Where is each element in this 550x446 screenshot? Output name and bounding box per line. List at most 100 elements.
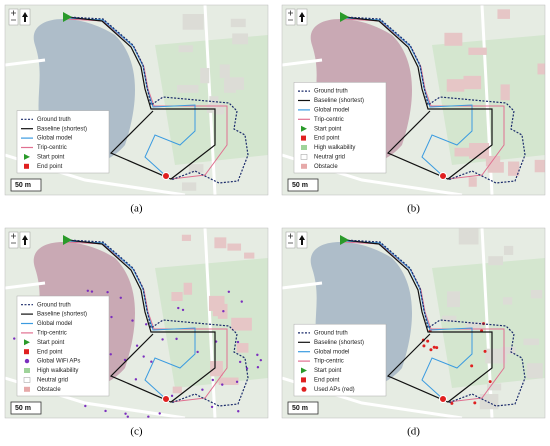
wifi-ap xyxy=(161,338,164,341)
building xyxy=(446,79,465,92)
building xyxy=(171,292,183,301)
zoom-icons xyxy=(11,233,16,244)
used-ap xyxy=(473,401,477,405)
wifi-ap xyxy=(211,378,215,382)
wifi-ap xyxy=(126,415,129,418)
legend-label: Global model xyxy=(37,321,72,327)
legend-label: Baseline (shortest) xyxy=(314,98,364,104)
map xyxy=(282,228,545,418)
panel-border xyxy=(4,227,269,419)
building xyxy=(218,377,239,385)
legend-label: Trip-centric xyxy=(314,359,344,365)
wifi-ap xyxy=(142,355,145,358)
zoom-control[interactable] xyxy=(8,8,19,26)
building xyxy=(210,360,223,377)
legend-label: Global model xyxy=(314,349,349,355)
legend-label: Ground truth xyxy=(314,89,348,95)
building xyxy=(486,383,502,391)
end-marker xyxy=(439,172,447,180)
wifi-ap xyxy=(256,353,259,357)
north-arrow xyxy=(22,235,28,245)
legend-swatch xyxy=(301,377,306,383)
legend-swatch xyxy=(301,367,307,374)
legend-label: Start point xyxy=(314,126,342,132)
legend-label: Neutral grid xyxy=(314,154,345,160)
wifi-ap xyxy=(170,394,174,398)
baseline-route xyxy=(66,16,216,180)
scale-box xyxy=(287,178,319,192)
legend-box xyxy=(293,323,387,397)
wifi-ap xyxy=(134,378,138,381)
building xyxy=(530,290,543,299)
building xyxy=(232,33,249,45)
wifi-ap xyxy=(235,380,239,384)
zoom-control[interactable] xyxy=(285,231,296,249)
legend-label: Trip-centric xyxy=(37,330,67,336)
legend-label: Trip-centric xyxy=(37,145,67,151)
used-ap xyxy=(435,346,439,350)
legend-label: Used APs (red) xyxy=(314,387,355,393)
wifi-ap xyxy=(123,358,127,362)
legend-swatch xyxy=(23,377,31,383)
building xyxy=(503,245,514,255)
scale-label: 50 m xyxy=(292,182,308,189)
ground-truth-route xyxy=(343,239,526,407)
end-marker xyxy=(162,395,170,403)
scale-label: 50 m xyxy=(15,182,31,189)
building xyxy=(442,315,457,322)
scale-box xyxy=(10,178,42,192)
legend-swatch xyxy=(301,163,307,169)
north-arrow xyxy=(22,12,28,22)
wifi-ap xyxy=(131,319,134,322)
building xyxy=(172,386,182,394)
global-route xyxy=(343,240,473,401)
zoom-control[interactable] xyxy=(8,231,19,249)
baseline-route xyxy=(343,16,493,180)
wifi-ap xyxy=(104,409,107,413)
wifi-ap xyxy=(158,412,161,415)
ground-truth-route xyxy=(343,16,526,184)
building xyxy=(182,14,204,30)
global-route xyxy=(343,17,473,178)
wifi-ap xyxy=(227,290,231,293)
building xyxy=(503,297,513,305)
legend-label: Baseline (shortest) xyxy=(37,312,87,318)
building xyxy=(485,155,501,167)
end-marker xyxy=(439,395,447,403)
wifi-ap xyxy=(90,290,94,293)
building xyxy=(231,317,252,331)
building xyxy=(209,96,219,111)
legend-label: Neutral grid xyxy=(37,377,68,383)
wifi-ap xyxy=(135,344,139,347)
wifi-ap xyxy=(147,415,150,418)
legend-label: Start point xyxy=(37,340,65,346)
zoom-control[interactable] xyxy=(285,8,296,26)
legend-label: High walkability xyxy=(314,145,355,151)
used-ap xyxy=(470,364,474,368)
zoom-icons xyxy=(288,233,293,244)
panel-caption: (b) xyxy=(407,203,420,215)
wifi-ap xyxy=(222,309,225,313)
building xyxy=(219,64,230,79)
zoom-icons xyxy=(288,10,293,21)
building xyxy=(447,291,460,308)
wifi-ap xyxy=(240,300,243,303)
panel-caption: (c) xyxy=(130,426,143,438)
wifi-ap xyxy=(150,360,153,363)
map-panel: Ground truth Baseline (shortest) Global mo… xyxy=(281,227,546,438)
building xyxy=(497,9,510,19)
used-ap xyxy=(429,348,433,352)
north-arrow xyxy=(299,235,305,245)
building xyxy=(227,243,242,251)
building xyxy=(244,252,255,259)
wifi-ap xyxy=(13,337,16,340)
wifi-ap xyxy=(86,289,90,293)
legend-label: Ground truth xyxy=(37,302,71,308)
building xyxy=(178,45,193,53)
building xyxy=(181,234,192,241)
baseline-route xyxy=(343,239,493,403)
ground-truth-route xyxy=(66,239,249,407)
scale-box xyxy=(10,401,42,415)
legend-label: End point xyxy=(37,164,63,170)
